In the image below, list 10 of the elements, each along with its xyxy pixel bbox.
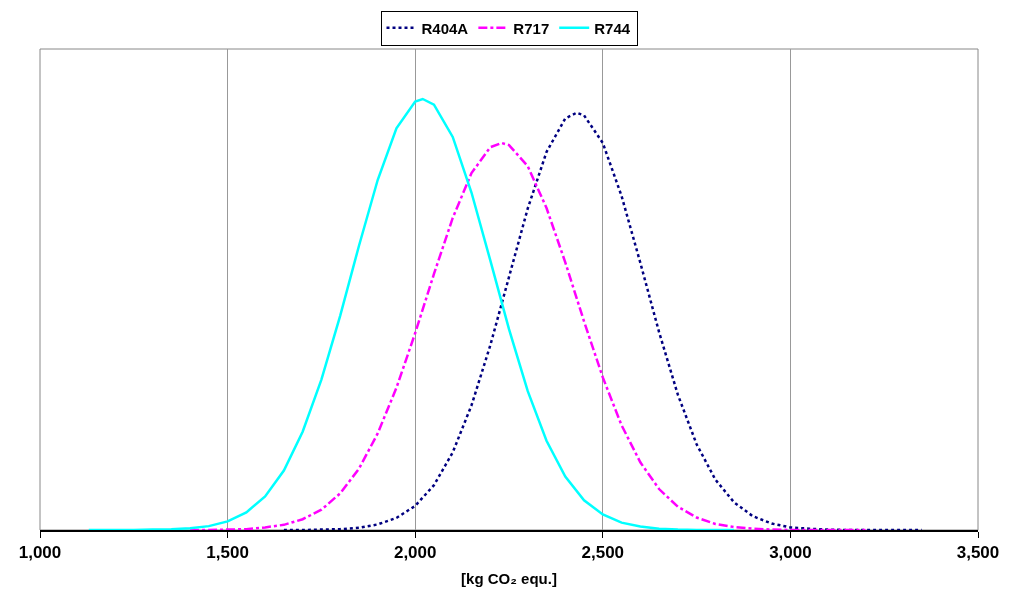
x-tick-label: 1,500 [206,543,249,563]
legend-label: R744 [594,19,631,37]
x-tick-label: 3,000 [769,543,812,563]
x-tick-label: 3,500 [956,543,1000,563]
legend-label: R717 [513,19,550,37]
x-axis-title: [kg CO₂ equ.] [461,569,557,587]
x-tick-label: 2,000 [393,543,437,563]
legend-label: R404A [421,19,469,37]
x-tick-label: 2,500 [581,543,625,563]
x-tick-label: 1,000 [18,543,62,563]
